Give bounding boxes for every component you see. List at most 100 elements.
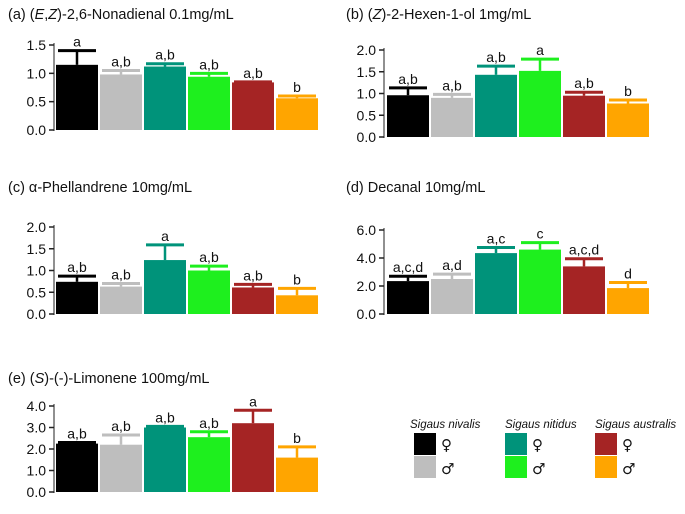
chart-title: (c) α-Phellandrene 10mg/mL [8, 180, 192, 196]
significance-letter: a,b [155, 47, 175, 63]
significance-letter: a,b [199, 249, 219, 265]
bar [56, 443, 98, 492]
bar [100, 286, 142, 314]
y-tick-label: 1.0 [27, 65, 47, 81]
legend-species-name: Sigaus nitidus [505, 419, 577, 431]
bar [276, 295, 318, 314]
significance-letter: a,b [111, 418, 131, 434]
bar [56, 64, 98, 130]
bar [144, 260, 186, 314]
bar [519, 249, 561, 314]
significance-letter: a,b [199, 56, 219, 72]
bar [387, 95, 429, 137]
chart-panel-a: (a) (E,Z)-2,6-Nonadienal 0.1mg/mL 0.0 0.5 1… [8, 7, 318, 138]
significance-letter: a,b [243, 65, 263, 81]
significance-letter: b [293, 430, 301, 446]
bar [431, 97, 473, 137]
y-tick-label: 6.0 [357, 222, 377, 238]
significance-letter: c [537, 226, 544, 242]
legend-swatch-female [595, 433, 617, 455]
bar [276, 457, 318, 492]
y-tick-label: 0.5 [357, 107, 377, 123]
significance-letter: b [624, 83, 632, 99]
significance-letter: d [624, 266, 632, 282]
significance-letter: a,d [442, 257, 461, 273]
chart-title: (d) Decanal 10mg/mL [346, 180, 485, 196]
legend-species-name: Sigaus australis [595, 419, 676, 431]
legend-swatch-male [505, 456, 527, 478]
bar [144, 427, 186, 492]
chart-panel-b: (b) (Z)-2-Hexen-1-ol 1mg/mL 0.0 0.5 1.0 1.5 2… [346, 7, 649, 145]
bar [232, 423, 274, 492]
significance-letter: b [293, 271, 301, 287]
legend-swatch-female [414, 433, 436, 455]
female-symbol-icon: ♀ [622, 436, 633, 454]
legend-swatch-male [414, 456, 436, 478]
chart-panel-c: (c) α-Phellandrene 10mg/mL 0.0 0.5 1.0 1.5 2.… [8, 180, 318, 322]
bar [519, 70, 561, 137]
bar [607, 288, 649, 314]
male-symbol-icon: ♂ [441, 460, 454, 478]
y-tick-label: 1.5 [357, 64, 377, 80]
bar [188, 270, 230, 314]
significance-letter: a,c [487, 231, 506, 247]
bar [475, 253, 517, 314]
bar [188, 76, 230, 130]
significance-letter: b [293, 79, 301, 95]
significance-letter: a,b [486, 49, 506, 65]
y-tick-label: 3.0 [27, 420, 47, 436]
y-tick-label: 0.0 [27, 122, 47, 138]
bar [100, 444, 142, 492]
significance-letter: a,b [111, 54, 131, 70]
y-tick-label: 1.5 [27, 241, 47, 257]
female-symbol-icon: ♀ [532, 436, 543, 454]
y-tick-label: 0.0 [357, 306, 377, 322]
y-tick-label: 1.0 [357, 86, 377, 102]
bar [56, 281, 98, 314]
male-symbol-icon: ♂ [532, 460, 545, 478]
bar [563, 266, 605, 314]
significance-letter: a,c,d [569, 242, 599, 258]
y-tick-label: 2.0 [27, 441, 47, 457]
y-tick-label: 0.5 [27, 284, 47, 300]
significance-letter: a,b [155, 409, 175, 425]
y-tick-label: 2.0 [357, 278, 377, 294]
bar [276, 98, 318, 130]
female-symbol-icon: ♀ [441, 436, 452, 454]
bar [188, 437, 230, 492]
legend-swatch-male [595, 456, 617, 478]
significance-letter: a,c,d [393, 259, 423, 275]
significance-letter: a [536, 42, 544, 58]
y-tick-label: 0.0 [27, 484, 47, 500]
legend: Sigaus nivalis ♀ ♂ Sigaus nitidus ♀ ♂ Sigaus a… [410, 419, 676, 478]
significance-letter: a,b [442, 77, 462, 93]
significance-letter: a [161, 228, 169, 244]
y-tick-label: 2.0 [27, 219, 47, 235]
y-tick-label: 4.0 [27, 398, 47, 414]
y-tick-label: 1.0 [27, 463, 47, 479]
significance-letter: a,b [574, 75, 594, 91]
legend-swatch-female [505, 433, 527, 455]
legend-species-name: Sigaus nivalis [410, 419, 481, 431]
significance-letter: a,b [398, 71, 418, 87]
male-symbol-icon: ♂ [622, 460, 635, 478]
chart-title: (b) (Z)-2-Hexen-1-ol 1mg/mL [346, 7, 531, 23]
significance-letter: a,b [243, 267, 263, 283]
significance-letter: a,b [111, 267, 131, 283]
bar [232, 287, 274, 314]
significance-letter: a [73, 34, 81, 50]
bar [475, 74, 517, 137]
chart-panel-e: (e) (S)-(-)-Limonene 100mg/mL 0.0 1.0 2.0 3.… [8, 371, 318, 500]
bar [563, 95, 605, 137]
y-tick-label: 1.5 [27, 37, 47, 53]
y-tick-label: 0.0 [27, 306, 47, 322]
y-tick-label: 4.0 [357, 250, 377, 266]
y-tick-label: 0.5 [27, 94, 47, 110]
bar [100, 74, 142, 130]
chart-title: (a) (E,Z)-2,6-Nonadienal 0.1mg/mL [8, 7, 234, 23]
chart-panel-d: (d) Decanal 10mg/mL 0.0 2.0 4.0 6.0 a,c,d a,d a… [346, 180, 649, 322]
bar [431, 279, 473, 314]
significance-letter: a [249, 393, 257, 409]
bar [387, 281, 429, 314]
